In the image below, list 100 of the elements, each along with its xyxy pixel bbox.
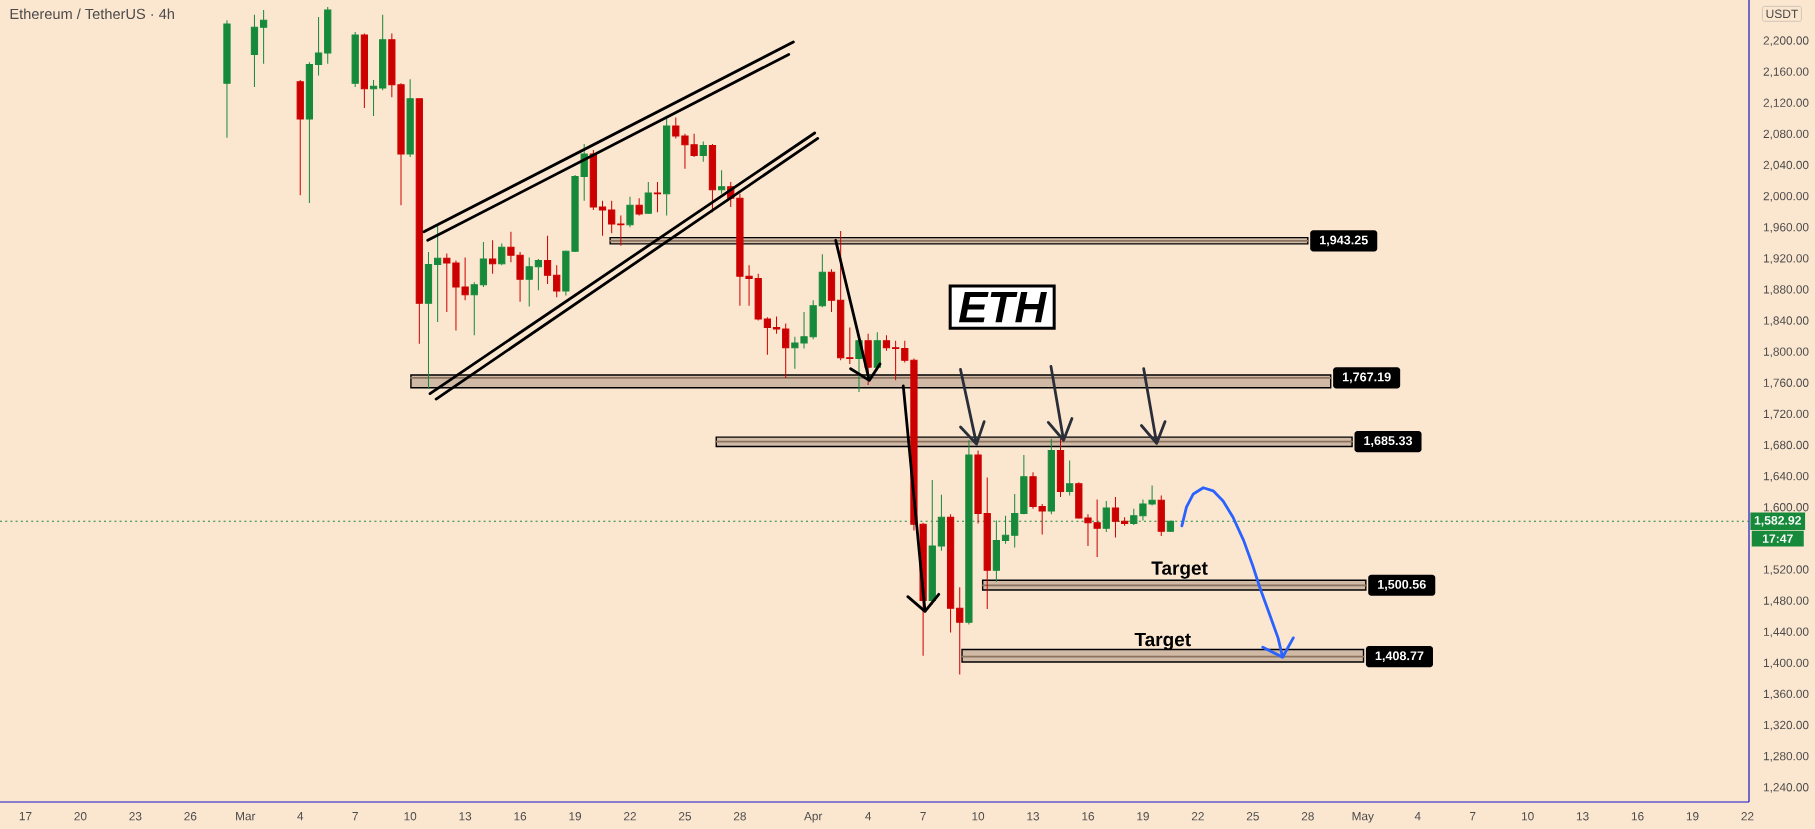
data-label: 1,408.77 [1375, 651, 1424, 663]
candlestick [360, 32, 368, 109]
x-tick-label: Apr [804, 812, 823, 823]
x-tick-label: 4 [1414, 812, 1421, 821]
candlestick [406, 78, 414, 158]
x-tick-label: 10 [1521, 812, 1534, 821]
y-tick-label: 2,120.00 [1763, 98, 1809, 109]
y-tick-label: 1,960.00 [1763, 223, 1809, 233]
y-tick-label: 1,240.00 [1763, 783, 1809, 793]
y-tick-label: 1,600.00 [1763, 503, 1809, 513]
candlestick [525, 256, 533, 307]
candlestick [534, 258, 543, 291]
y-tick-label: 1,800.00 [1763, 347, 1809, 358]
x-tick-label: 13 [459, 812, 472, 821]
candlestick [882, 334, 891, 352]
x-tick-label: 7 [352, 812, 358, 821]
x-tick-label: 10 [404, 812, 417, 821]
x-tick-label: 17 [19, 812, 32, 821]
y-tick-label: 1,480.00 [1763, 596, 1809, 607]
candlestick [379, 14, 387, 91]
candlestick [1121, 516, 1129, 527]
candlestick [892, 340, 900, 381]
y-tick-label: 1,720.00 [1763, 409, 1809, 420]
candlestick [635, 197, 643, 216]
candlestick [617, 214, 625, 247]
candlestick [956, 586, 964, 675]
x-tick-label: 4 [865, 812, 872, 821]
y-tick-label: 2,200.00 [1763, 36, 1809, 47]
candlestick [626, 196, 634, 228]
y-tick-label: 1,360.00 [1763, 689, 1809, 700]
x-tick-label: 22 [1741, 812, 1754, 821]
y-tick-label: 1,920.00 [1763, 254, 1809, 264]
candlestick [1111, 496, 1120, 538]
x-tick-label: 7 [920, 812, 926, 821]
x-tick-label: 16 [514, 812, 527, 821]
candlestick [837, 230, 845, 361]
data-label: 1,943.25 [1320, 235, 1368, 247]
candlestick [415, 98, 423, 345]
candlestick [424, 251, 433, 390]
y-tick-label: 2,080.00 [1763, 129, 1809, 140]
y-tick-label: 1,880.00 [1763, 285, 1809, 296]
y-tick-label: 1,440.00 [1763, 627, 1809, 638]
y-tick-label: 2,160.00 [1763, 67, 1809, 78]
x-tick-label: 23 [129, 812, 142, 821]
x-tick-label: Mar [236, 812, 256, 821]
candlestick [653, 181, 662, 213]
candlestick [1001, 515, 1010, 545]
candlestick [479, 241, 488, 288]
candlestick [598, 200, 607, 237]
candlestick [946, 513, 955, 633]
data-label: 1,767.19 [1342, 372, 1391, 384]
candlestick [663, 117, 671, 216]
data-label: 1,500.56 [1378, 579, 1426, 591]
candlestick [434, 225, 442, 323]
candlestick [846, 326, 854, 365]
x-tick-label: 13 [1576, 812, 1589, 821]
candlestick [873, 331, 881, 371]
candlestick [644, 181, 652, 215]
candlestick [543, 235, 552, 285]
candlestick [1056, 438, 1065, 498]
x-tick-label: May [1352, 812, 1374, 823]
y-tick-label: 1,640.00 [1763, 471, 1809, 482]
x-tick-label: 19 [569, 812, 582, 821]
x-tick-label: 25 [1246, 812, 1259, 821]
x-tick-label: 10 [972, 812, 985, 821]
x-tick-label: 22 [624, 812, 636, 821]
candlestick [699, 141, 707, 163]
data-label: 1,685.33 [1364, 436, 1413, 447]
candlestick [827, 268, 836, 313]
x-tick-label: 20 [74, 812, 87, 821]
candlestick [470, 281, 478, 336]
x-tick-label: 26 [184, 812, 197, 821]
candlestick [1066, 459, 1074, 496]
ref-line-label: 1,582.92 [1754, 516, 1801, 527]
chart-title: Ethereum / TetherUS · 4h [10, 8, 174, 20]
y-axis-title: USDT [1766, 9, 1798, 19]
candlestick [589, 149, 597, 211]
candlestick [369, 79, 378, 117]
candlestick [772, 316, 781, 335]
candlestick [782, 323, 790, 379]
y-tick-label: 1,840.00 [1763, 316, 1809, 327]
annotation: Target [1134, 632, 1191, 651]
x-tick-label: 16 [1631, 812, 1644, 821]
candlestick [1047, 438, 1055, 515]
annotation: ETH [958, 292, 1047, 323]
y-tick-label: 1,400.00 [1763, 658, 1809, 669]
x-tick-label: 13 [1027, 812, 1040, 821]
candlestick [1157, 494, 1165, 537]
y-tick-label: 1,760.00 [1763, 378, 1809, 389]
x-tick-label: 28 [1301, 812, 1314, 821]
candlestick [488, 239, 497, 275]
candlestick [864, 333, 872, 386]
annotation: Target [1151, 561, 1208, 579]
candlestick [763, 316, 772, 356]
x-tick-label: 16 [1082, 812, 1095, 821]
y-tick-label: 1,280.00 [1763, 751, 1809, 762]
candlestick [553, 264, 561, 298]
candlestick [608, 200, 616, 234]
x-tick-label: 25 [678, 812, 692, 821]
x-tick-label: 22 [1191, 812, 1204, 821]
